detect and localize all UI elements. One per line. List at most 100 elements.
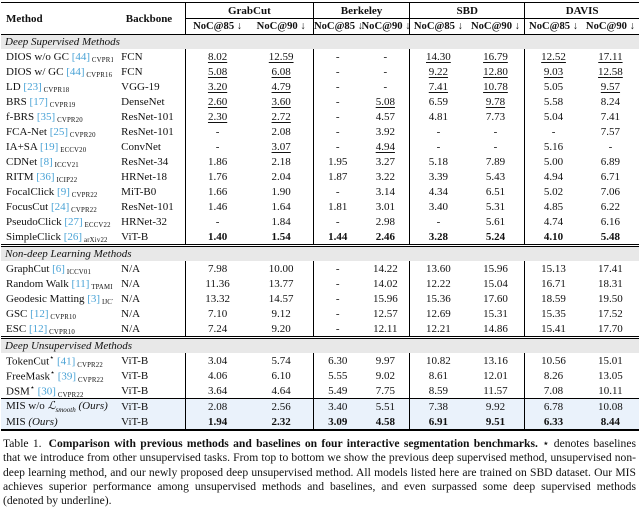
citation-link[interactable]: [3] — [84, 292, 101, 305]
noc-value: - — [312, 291, 362, 306]
table-row: DIOS w/ GC [44] CVPR16 FCN 5.08 6.08 - - 9.22 1… — [1, 64, 639, 79]
noc-value: 6.10 — [271, 369, 291, 382]
citation-link[interactable]: [12] — [26, 322, 48, 335]
noc-value: 5.55 — [312, 368, 362, 383]
citation-link[interactable]: [36] — [33, 170, 55, 183]
noc-value: 11.36 — [184, 276, 250, 291]
noc-value: 15.35 — [524, 306, 582, 321]
noc-value: 14.02 — [372, 277, 398, 290]
citation-link[interactable]: [24] — [48, 200, 70, 213]
citation-link[interactable]: [27] — [61, 215, 83, 228]
noc-value: 6.71 — [600, 170, 621, 183]
citation-link[interactable]: [12] — [27, 307, 49, 320]
table-row: DSM⋆ [30] CVPR22 ViT-B 3.64 4.64 5.49 7.75 8.5… — [1, 383, 639, 399]
noc-value: - — [184, 139, 250, 154]
smooth-loss-math: ℒsmooth — [44, 400, 76, 415]
citation-link[interactable]: [19] — [37, 140, 59, 153]
noc-value: 8.44 — [600, 415, 621, 428]
noc-value: 11.57 — [483, 384, 508, 397]
benchmark-header-berkeley: Berkeley — [312, 2, 410, 19]
method-name: FCA-Net — [6, 125, 47, 138]
baseline-star-icon: ⋆ — [50, 368, 56, 378]
noc-value: 14.30 — [409, 49, 467, 64]
venue-subscript: CVPR22 — [75, 361, 103, 368]
noc-value: 14.22 — [372, 262, 398, 275]
noc-value: 4.94 — [375, 140, 395, 153]
noc-value: 7.57 — [600, 125, 621, 138]
noc-value: 1.94 — [184, 414, 250, 431]
citation-link[interactable]: [17] — [26, 95, 48, 108]
noc-value: 5.61 — [485, 215, 506, 228]
noc-value: 4.81 — [409, 109, 467, 124]
citation-link[interactable]: [9] — [54, 185, 70, 198]
method-name: CDNet — [6, 155, 38, 168]
method-cell: DIOS w/o GC [44] CVPR16 — [1, 49, 113, 64]
noc-value: - — [312, 124, 362, 139]
citation-link[interactable]: [35] — [34, 110, 56, 123]
noc-value: 14.86 — [483, 322, 508, 335]
noc-value: 1.90 — [271, 185, 291, 198]
backbone-cell: ViT-B — [113, 398, 186, 415]
method-cell: Geodesic Matting [3] IJCV09 — [1, 291, 113, 306]
metric-header-noc85: NoC@85 ↓ — [524, 18, 582, 35]
citation-link[interactable]: [39] — [55, 370, 77, 383]
method-cell: SimpleClick [26] arXiv22 — [1, 229, 113, 246]
venue-subscript: CVPR22 — [69, 191, 98, 199]
noc-value: 9.12 — [271, 307, 291, 320]
noc-value: - — [383, 65, 388, 78]
metric-header-noc85: NoC@85 ↓ — [409, 18, 467, 35]
noc-value: 7.10 — [184, 306, 250, 321]
citation-link[interactable]: [26] — [61, 230, 83, 243]
method-cell: IA+SA [19] ECCV20 — [1, 139, 113, 154]
noc-value: 7.41 — [600, 110, 621, 123]
noc-value: 1.46 — [184, 199, 250, 214]
method-name: DIOS w/o GC — [6, 50, 69, 63]
citation-link[interactable]: [30] — [34, 385, 56, 398]
noc-value: 1.84 — [271, 215, 291, 228]
noc-value: 5.18 — [409, 154, 467, 169]
noc-value: 14.57 — [268, 292, 294, 305]
method-cell: FreeMask⋆ [39] CVPR22 — [1, 368, 113, 383]
noc-value: 6.59 — [409, 94, 467, 109]
noc-value: - — [312, 306, 362, 321]
method-name: IA+SA — [6, 140, 38, 153]
table-row: GSC [12] CVPR10 N/A 7.10 9.12 -12.57 12.69 15.… — [1, 306, 639, 321]
backbone-cell: ResNet-101 — [121, 200, 174, 213]
noc-value: 15.41 — [524, 321, 582, 338]
method-cell: MIS w/o ℒsmooth (Ours) — [1, 398, 114, 415]
caption-label: Table 1. — [3, 437, 42, 451]
noc-value: 3.14 — [375, 185, 395, 198]
noc-value: 5.08 — [375, 95, 395, 108]
venue-subscript: TPAMI06 — [91, 283, 113, 291]
method-name: TokenCut — [6, 355, 50, 368]
noc-value: 12.57 — [372, 307, 398, 320]
citation-link[interactable]: [44] — [68, 50, 91, 63]
citation-link[interactable]: [6] — [49, 262, 65, 275]
noc-value: 3.64 — [184, 383, 250, 399]
citation-link[interactable]: [8] — [37, 155, 53, 168]
venue-subscript: CVPR22 — [69, 206, 97, 214]
noc-value: 9.51 — [485, 415, 506, 428]
noc-value: - — [312, 64, 362, 79]
noc-value: 16.71 — [524, 276, 582, 291]
noc-value: 8.02 — [184, 49, 250, 64]
noc-value: - — [312, 79, 362, 94]
noc-value: 15.04 — [483, 277, 508, 290]
backbone-cell: ViT-B — [121, 384, 149, 397]
citation-link[interactable]: [23] — [20, 80, 42, 93]
venue-subscript: CVPR22 — [76, 376, 104, 383]
backbone-cell: N/A — [121, 292, 141, 305]
noc-value: 1.40 — [184, 229, 250, 246]
citation-link[interactable]: [25] — [46, 125, 69, 138]
method-name: Random Walk — [6, 277, 69, 290]
method-name: FocusCut — [6, 200, 49, 213]
citation-link[interactable]: [11] — [68, 277, 90, 290]
backbone-cell: HRNet-32 — [121, 215, 167, 228]
citation-link[interactable]: [44] — [63, 65, 85, 78]
citation-link[interactable]: [41] — [54, 355, 76, 368]
noc-value: 9.92 — [466, 398, 525, 415]
noc-value: 5.74 — [271, 354, 291, 367]
table-row: f-BRS [35] CVPR20 ResNet-101 2.30 2.72 -4.57… — [1, 109, 639, 124]
table-row: RITM [36] ICIP22 HRNet-18 1.76 2.04 1.87 3.22… — [1, 169, 639, 184]
metric-header-noc90: NoC@90 ↓ — [249, 18, 314, 35]
